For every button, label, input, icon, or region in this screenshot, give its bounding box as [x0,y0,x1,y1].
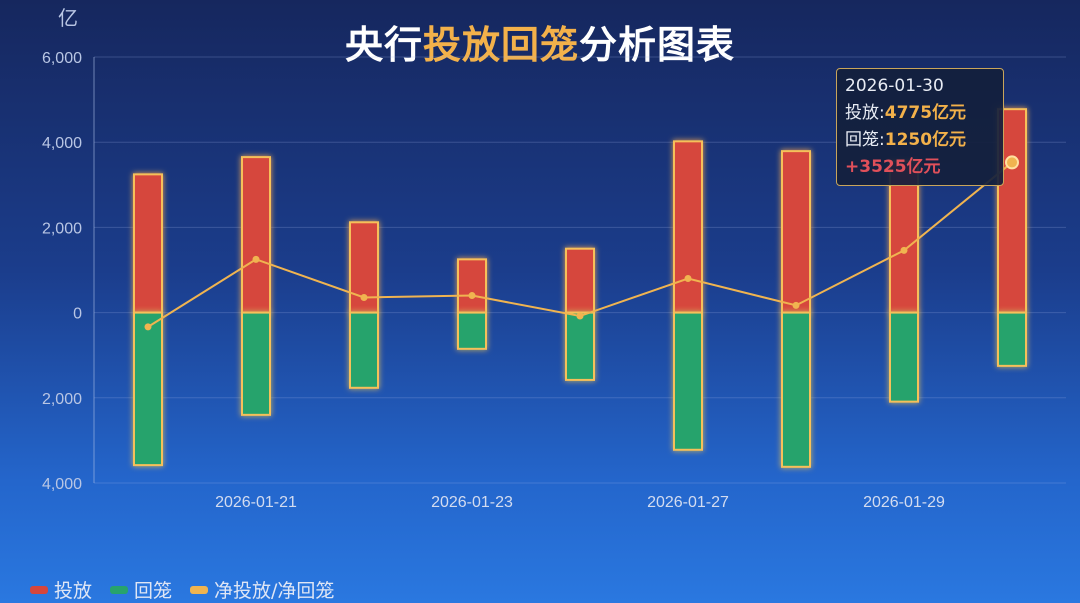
bar-withdraw [457,311,487,350]
y-axis-unit: 亿 [58,6,78,30]
legend-net[interactable]: 净投放/净回笼 [190,576,334,603]
bar-withdraw [349,311,379,389]
net-point [576,312,584,320]
net-point [900,246,908,254]
legend-invest[interactable]: 投放 [30,576,92,603]
tooltip-net: +3525亿元 [845,157,941,177]
net-point [468,292,476,300]
net-point [792,301,800,309]
bar-withdraw [673,311,703,451]
chart-title: 央行投放回笼分析图表 [344,22,736,67]
bar-invest [457,258,487,314]
bar-withdraw [889,311,919,403]
tooltip-date: 2026-01-30 [845,76,944,96]
bar-withdraw [997,311,1027,367]
x-tick-label: 2026-01-27 [647,494,729,511]
x-tick-label: 2026-01-23 [431,494,513,511]
net-point [684,275,692,283]
net-point [1005,155,1019,170]
x-tick-label: 2026-01-29 [863,494,945,511]
bar-invest [781,150,811,314]
y-tick-label: 2,000 [42,391,82,408]
bar-withdraw [781,311,811,468]
bar-withdraw [133,311,163,467]
bar-invest [133,173,163,314]
legend: 投放 回笼 净投放/净回笼 [30,576,334,603]
bar-withdraw [565,311,595,381]
bar-invest [565,247,595,314]
net-point [252,255,260,263]
net-point [144,323,152,331]
bar-invest [241,156,271,314]
net-point [360,293,368,301]
y-tick-label: 2,000 [42,220,82,237]
bar-withdraw [241,311,271,416]
x-tick-label: 2026-01-21 [215,494,297,511]
y-tick-label: 4,000 [42,135,82,152]
y-tick-label: 6,000 [42,50,82,67]
tooltip: 2026-01-30 投放:4775亿元 回笼:1250亿元 +3525亿元 [836,68,1004,186]
y-tick-label: 4,000 [42,476,82,493]
y-tick-label: 0 [73,306,82,323]
bar-invest [673,140,703,314]
legend-withdraw[interactable]: 回笼 [110,576,172,603]
